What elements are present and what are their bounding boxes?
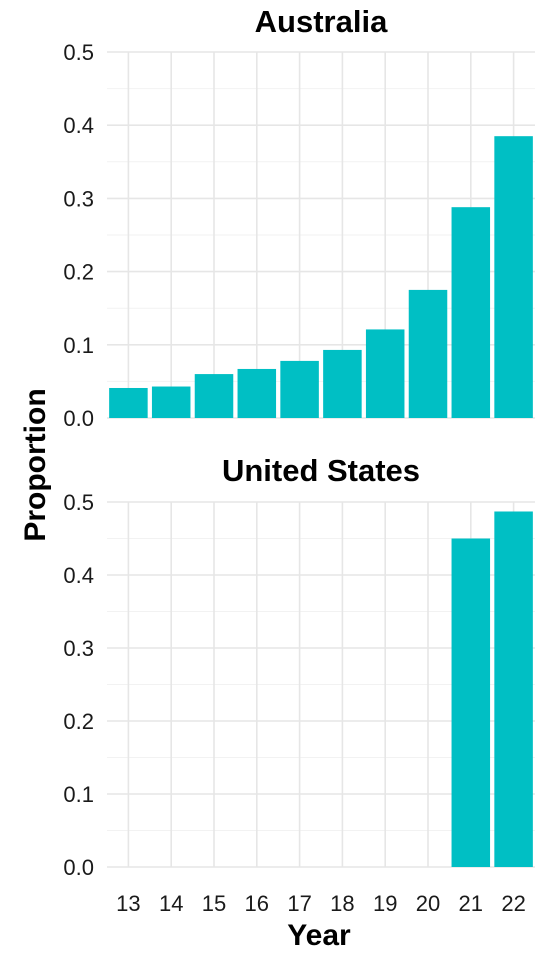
y-tick-label: 0.3 [63, 636, 94, 661]
panel-australia: 0.0 0.1 0.2 0.3 0.4 0.5 Australia [63, 4, 535, 431]
x-tick-label: 13 [116, 891, 140, 916]
bar-20 [408, 289, 448, 418]
x-tick-label: 15 [202, 891, 226, 916]
panel-title: Australia [255, 4, 388, 39]
bar-22 [494, 511, 533, 867]
x-tick-label: 14 [159, 891, 183, 916]
x-tick-label: 17 [287, 891, 311, 916]
bar-13 [109, 387, 148, 418]
bar-17 [280, 360, 319, 418]
x-tick-label: 18 [330, 891, 354, 916]
y-tick-label: 0.4 [63, 563, 94, 588]
y-tick-label: 0.0 [63, 855, 94, 880]
bar-15 [194, 374, 234, 418]
x-tick-label: 22 [501, 891, 525, 916]
y-tick-label: 0.0 [63, 406, 94, 431]
y-tick-label: 0.5 [63, 490, 94, 515]
panel-title: United States [222, 453, 420, 488]
y-tick-label: 0.4 [63, 113, 94, 138]
bar-21 [451, 538, 491, 867]
bar-14 [151, 386, 191, 418]
y-tick-label: 0.3 [63, 186, 94, 211]
x-axis-title: Year [287, 919, 351, 950]
y-tick-label: 0.2 [63, 260, 94, 285]
y-axis-title: Proportion [19, 388, 52, 541]
x-axis: 13 14 15 16 17 18 19 20 21 22 [116, 891, 526, 916]
bar-22 [494, 136, 533, 418]
x-tick-label: 16 [245, 891, 269, 916]
y-tick-label: 0.5 [63, 40, 94, 65]
bar-21 [451, 207, 491, 418]
panel-united-states: 0.0 0.1 0.2 0.3 0.4 0.5 United States [63, 453, 535, 880]
bar-18 [323, 349, 362, 418]
bar-19 [365, 329, 405, 418]
x-tick-label: 19 [373, 891, 397, 916]
y-tick-label: 0.1 [63, 333, 94, 358]
x-tick-label: 20 [416, 891, 440, 916]
bar-16 [237, 368, 277, 418]
x-tick-label: 21 [459, 891, 483, 916]
y-tick-label: 0.1 [63, 782, 94, 807]
y-tick-label: 0.2 [63, 709, 94, 734]
